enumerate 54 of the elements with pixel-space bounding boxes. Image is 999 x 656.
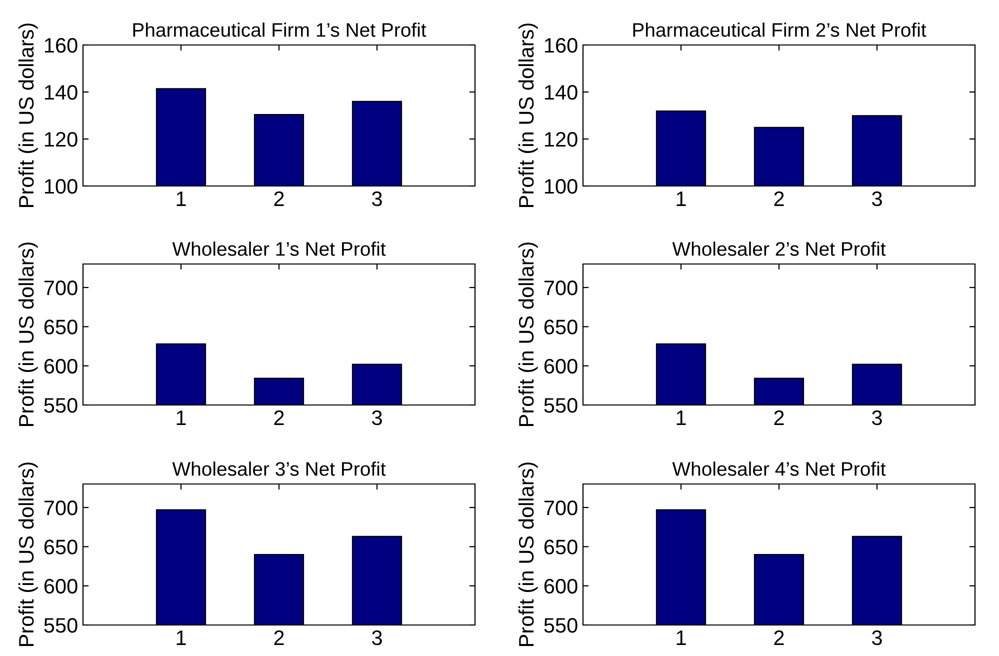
x-tick-label: 3 (372, 630, 382, 646)
y-tick-label: 160 (544, 38, 578, 53)
y-tick-label: 160 (44, 38, 78, 53)
x-tick-label: 3 (872, 630, 882, 646)
y-tick-label: 600 (44, 358, 78, 374)
y-tick-label: 700 (44, 500, 78, 516)
x-tick-label: 2 (274, 630, 284, 645)
y-tick-label: 650 (44, 540, 78, 554)
y-axis-title: Profit (in US dollars) (518, 462, 538, 646)
y-tick-label: 120 (544, 132, 578, 147)
y-axis-title: Profit (in US dollars) (18, 242, 38, 426)
x-tick-label: 1 (676, 630, 686, 645)
y-tick-label: 100 (544, 179, 578, 194)
x-tick-label: 3 (872, 191, 882, 206)
x-tick-label: 2 (274, 191, 284, 206)
chart-title: Pharmaceutical Firm 1’s Net Profit (133, 22, 426, 37)
y-axis-title: Profit (in US dollars) (518, 242, 538, 426)
x-tick-label: 3 (372, 410, 382, 426)
x-tick-label: 1 (676, 410, 686, 425)
x-tick-label: 3 (372, 191, 382, 206)
y-tick-label: 700 (544, 500, 578, 516)
y-tick-label: 650 (544, 540, 578, 554)
chart-title: Pharmaceutical Firm 2’s Net Profit (633, 22, 926, 37)
y-tick-label: 550 (544, 618, 578, 633)
x-tick-label: 3 (872, 410, 882, 426)
chart-title: Wholesaler 1’s Net Profit (172, 242, 386, 256)
chart-title: Wholesaler 2’s Net Profit (672, 242, 886, 256)
x-tick-label: 2 (774, 630, 784, 645)
x-tick-label: 1 (176, 192, 186, 206)
x-tick-label: 1 (176, 410, 186, 425)
y-axis-title: Profit (in US dollars) (18, 24, 38, 207)
x-tick-label: 1 (176, 630, 186, 645)
y-tick-label: 550 (44, 398, 78, 413)
y-tick-label: 100 (44, 179, 78, 194)
y-tick-label: 550 (44, 618, 78, 633)
y-tick-label: 140 (544, 85, 578, 100)
x-tick-label: 2 (274, 410, 284, 425)
y-tick-label: 550 (544, 398, 578, 413)
y-tick-label: 140 (44, 85, 78, 100)
x-tick-label: 1 (676, 192, 686, 206)
y-tick-label: 650 (544, 320, 578, 334)
y-tick-label: 700 (44, 280, 78, 296)
y-axis-title: Profit (in US dollars) (18, 462, 38, 646)
y-axis-title: Profit (in US dollars) (518, 24, 538, 207)
y-tick-label: 600 (544, 578, 578, 594)
y-tick-label: 120 (44, 132, 78, 147)
y-tick-label: 600 (44, 578, 78, 594)
y-tick-label: 700 (544, 280, 578, 296)
y-tick-label: 650 (44, 320, 78, 334)
chart-title: Wholesaler 3’s Net Profit (172, 462, 386, 476)
y-tick-label: 600 (544, 358, 578, 374)
x-tick-label: 2 (774, 191, 784, 206)
x-tick-label: 2 (774, 410, 784, 425)
chart-title: Wholesaler 4’s Net Profit (672, 462, 886, 476)
